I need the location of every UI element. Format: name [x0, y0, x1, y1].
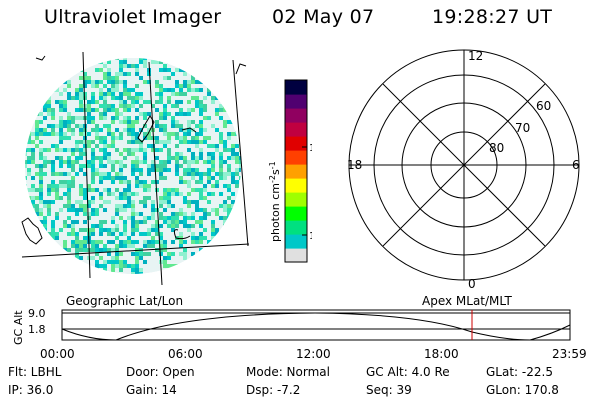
colorbar-cell — [285, 220, 307, 235]
orbit-axis-label: GC Alt — [12, 310, 25, 345]
mlt-label-0: 0 — [468, 277, 476, 291]
colorbar-cell — [285, 206, 307, 221]
time-tick-18: 18:00 — [424, 347, 459, 361]
colorbar-tick-100: 100 — [309, 143, 312, 154]
uv-image-panel — [21, 51, 250, 286]
time-label: 19:28:27 UT — [432, 6, 553, 28]
colorbar-cell — [285, 150, 307, 165]
lat-label-70: 70 — [515, 121, 530, 135]
colorbar-cell — [285, 122, 307, 137]
time-tick-12: 12:00 — [296, 347, 331, 361]
colorbar-cell — [285, 178, 307, 193]
time-tick-06: 06:00 — [168, 347, 203, 361]
colorbar-cell — [285, 234, 307, 249]
time-tick-2359: 23:59 — [552, 347, 587, 361]
uv-image-disc — [25, 58, 241, 274]
mlt-label-18: 18 — [347, 158, 362, 172]
orbit-altitude-plot: GC Alt 9.0 1.8 — [12, 307, 571, 345]
date-label: 02 May 07 — [272, 6, 375, 28]
dsp-status: Dsp: -7.2 — [246, 383, 301, 397]
gain-status: Gain: 14 — [126, 383, 177, 397]
geographic-label: Geographic Lat/Lon — [66, 294, 184, 308]
colorbar-cell — [285, 108, 307, 123]
lat-label-60: 60 — [536, 99, 551, 113]
filter-status: Flt: LBHL — [8, 365, 62, 379]
apex-label: Apex MLat/MLT — [422, 294, 512, 308]
instrument-title: Ultraviolet Imager — [44, 6, 222, 28]
lat-label-80: 80 — [489, 141, 504, 155]
seq-status: Seq: 39 — [366, 383, 412, 397]
mlt-diag-2 — [382, 83, 546, 247]
glat-status: GLat: -22.5 — [486, 365, 553, 379]
coastlines — [21, 55, 247, 245]
colorbar-cell — [285, 192, 307, 207]
polar-mlt-plot: 12 18 6 0 60 70 80 — [347, 49, 580, 291]
colorbar-unit-label: photon cm-2s-1 — [268, 161, 282, 242]
gc-alt-status: GC Alt: 4.0 Re — [366, 365, 450, 379]
altitude-curve — [61, 312, 571, 341]
status-col-3: Mode: Normal Dsp: -7.2 — [246, 363, 330, 399]
colorbar-gradient — [285, 80, 307, 263]
time-tick-00: 00:00 — [40, 347, 75, 361]
alt-tick-9: 9.0 — [28, 307, 46, 320]
ip-status: IP: 36.0 — [8, 383, 54, 397]
alt-tick-1-8: 1.8 — [28, 323, 46, 336]
orbit-frame — [61, 309, 571, 341]
colorbar-cell — [285, 164, 307, 179]
status-col-4: GC Alt: 4.0 Re Seq: 39 — [366, 363, 450, 399]
geographic-grid — [21, 51, 250, 286]
mlt-label-6: 6 — [572, 158, 580, 172]
glon-status: GLon: 170.8 — [486, 383, 559, 397]
status-col-1: Flt: LBHL IP: 36.0 — [8, 363, 61, 399]
colorbar-cell — [285, 80, 307, 95]
colorbar-tick-10: 10 — [309, 231, 312, 242]
colorbar-cell — [285, 248, 307, 263]
colorbar-cell — [285, 94, 307, 109]
colorbar-cell — [285, 136, 307, 151]
door-status: Door: Open — [126, 365, 195, 379]
status-col-5: GLat: -22.5 GLon: 170.8 — [486, 363, 559, 399]
colorbar: 100 10 photon cm-2s-1 — [268, 79, 312, 263]
status-col-2: Door: Open Gain: 14 — [126, 363, 195, 399]
mlt-label-12: 12 — [468, 49, 483, 63]
mode-status: Mode: Normal — [246, 365, 330, 379]
